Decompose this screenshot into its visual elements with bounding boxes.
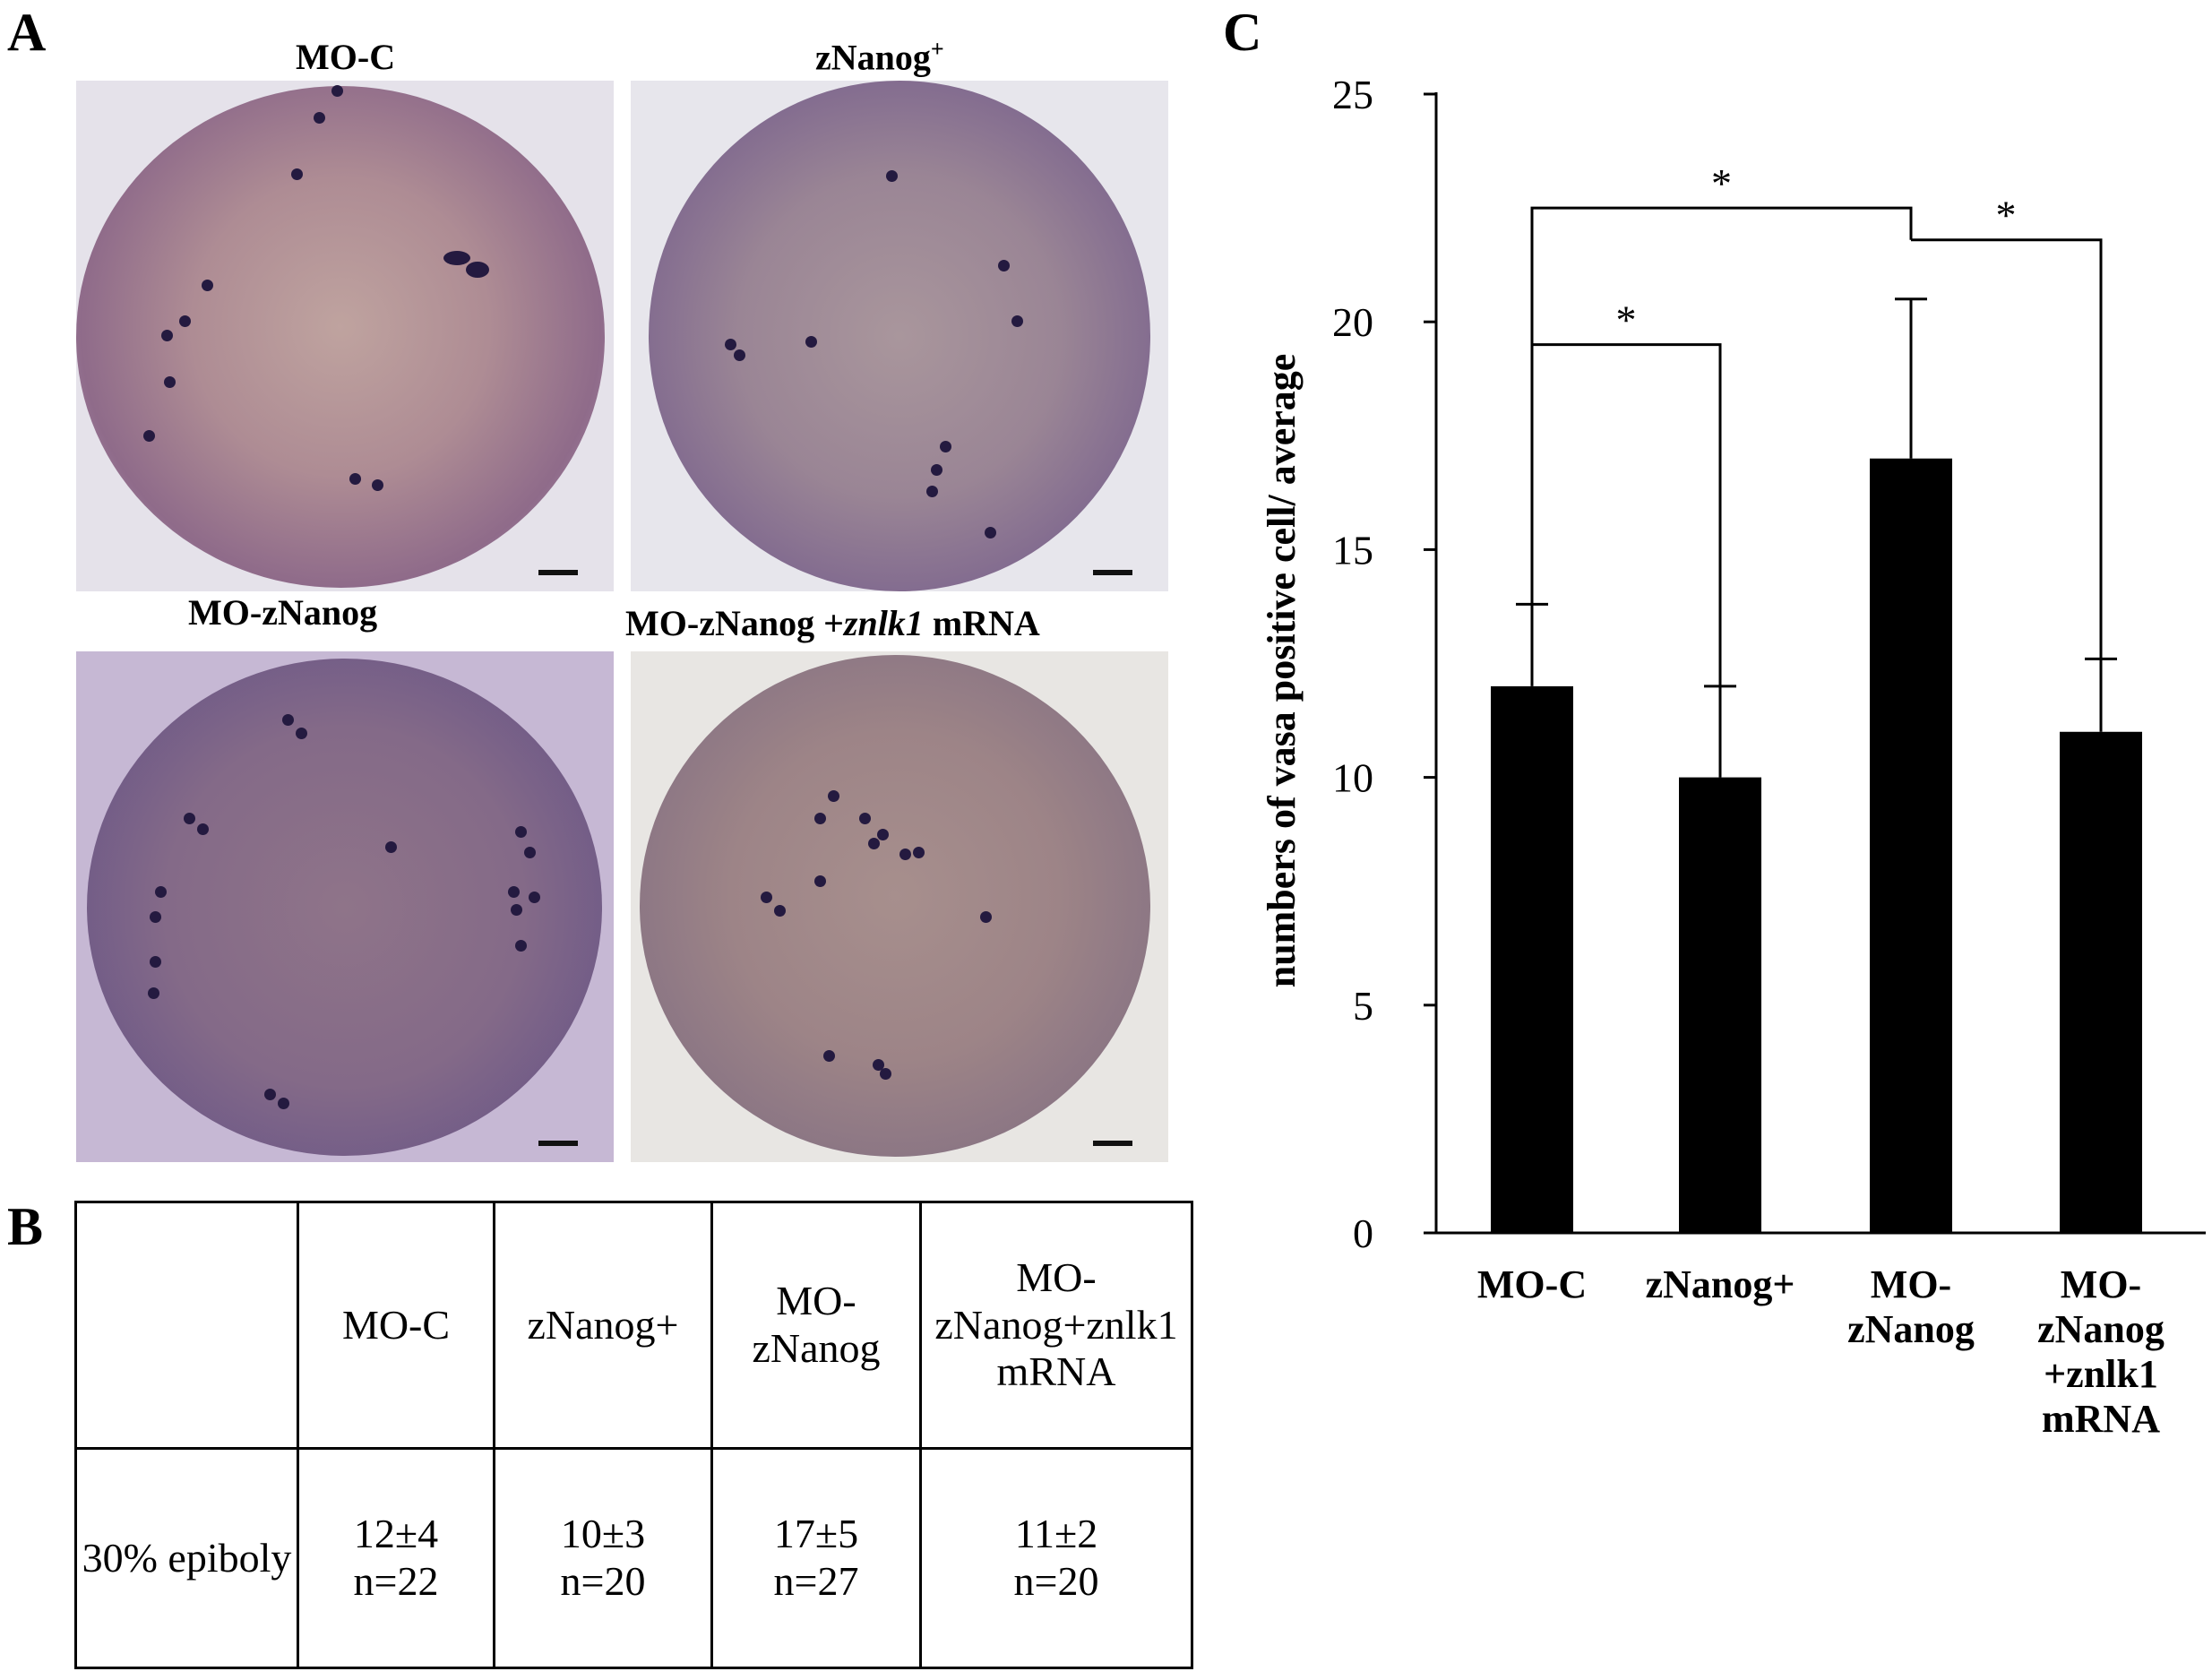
embryo-image (76, 86, 605, 588)
table-cell: 11±2 n=20 (919, 1447, 1193, 1669)
table-header-cell: MO-C (297, 1201, 495, 1450)
micrograph-mo-c (76, 81, 614, 591)
x-tick-label: MO-zNanog (1847, 1262, 1975, 1351)
significance-bracket (1530, 206, 1913, 345)
x-tick-label: MO-zNanog +znlk1 mRNA (2037, 1262, 2165, 1441)
table-cell: 17±5 n=27 (710, 1447, 922, 1669)
embryo-image (649, 81, 1150, 591)
panel-a-letter: A (7, 3, 47, 62)
scale-bar (1093, 570, 1132, 575)
y-axis-label: numbers of vasa positive cell/ average (1260, 354, 1304, 988)
bar (1491, 685, 1573, 1233)
y-tick-label: 25 (1332, 72, 1373, 117)
table-header-row: MO-C zNanog+ MO-zNanog MO-zNanog+znlk1 m… (74, 1201, 1193, 1450)
bar-chart: 0 5 10 15 20 25 numbers of vasa positive cell/… (1260, 72, 2206, 1441)
x-tick-label: MO-C (1477, 1262, 1587, 1306)
y-tick-label: 0 (1353, 1210, 1373, 1256)
scale-bar (1093, 1141, 1132, 1146)
table-row: 30% epiboly 12±4 n=22 10±3 n=20 17±5 n=27 1… (74, 1447, 1193, 1669)
embryo-image (87, 659, 602, 1156)
y-tick-label: 10 (1332, 755, 1373, 801)
table-header-cell: MO-zNanog (710, 1201, 922, 1450)
significance-bracket (1530, 343, 1722, 686)
y-tick-label: 5 (1353, 983, 1373, 1029)
significance-label: * (1996, 193, 2017, 238)
results-table: MO-C zNanog+ MO-zNanog MO-zNanog+znlk1 m… (74, 1201, 1193, 1669)
significance-label: * (1616, 297, 1637, 343)
bar (1679, 777, 1761, 1233)
significance-label: * (1711, 160, 1732, 206)
table-header-cell (74, 1201, 299, 1450)
table-header-cell: zNanog+ (493, 1201, 713, 1450)
table-cell: 10±3 n=20 (493, 1447, 713, 1669)
scale-bar (538, 1141, 578, 1146)
scale-bar (538, 570, 578, 575)
micrograph-label-znanog: zNanog+ (815, 36, 944, 78)
y-tick-label: 20 (1332, 299, 1373, 345)
table-cell: 12±4 n=22 (297, 1447, 495, 1669)
embryo-image (640, 655, 1150, 1157)
significance-bracket (1911, 238, 2103, 659)
micrograph-label-mo-c: MO-C (296, 37, 396, 77)
bar (2060, 731, 2142, 1233)
panel-b-letter: B (7, 1197, 44, 1256)
micrograph-label-rescue: MO-zNanog +znlk1 mRNA (625, 603, 1040, 643)
micrograph-znanog (631, 81, 1168, 591)
bar (1870, 458, 1952, 1234)
table-header-cell: MO-zNanog+znlk1 mRNA (919, 1201, 1193, 1450)
micrograph-rescue (631, 651, 1168, 1162)
y-tick-label: 15 (1332, 527, 1373, 573)
x-tick-label: zNanog+ (1646, 1262, 1795, 1306)
table-row-label: 30% epiboly (74, 1447, 299, 1669)
micrograph-label-mo-znanog: MO-zNanog (188, 592, 378, 633)
micrograph-mo-znanog (76, 651, 614, 1162)
panel-c-letter: C (1223, 3, 1262, 62)
